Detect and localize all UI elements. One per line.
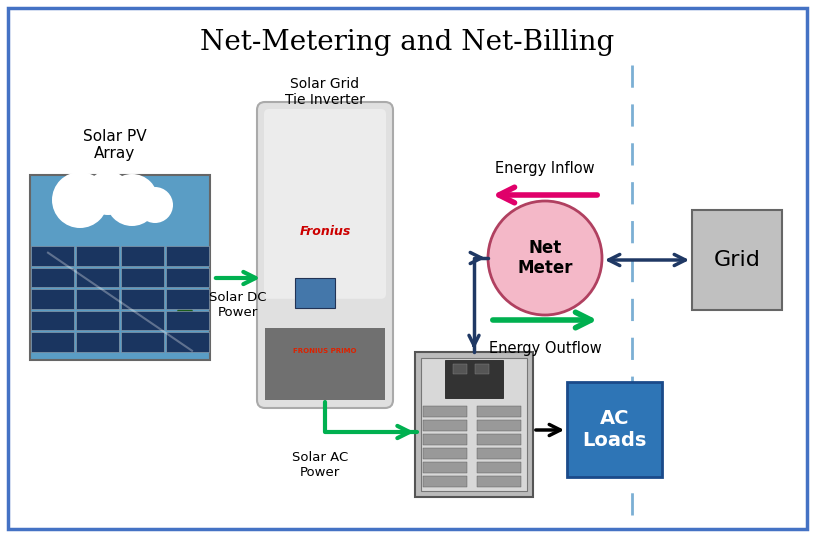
Bar — [121, 246, 164, 266]
Text: Fronius: Fronius — [299, 226, 350, 238]
Circle shape — [52, 172, 108, 228]
FancyBboxPatch shape — [264, 109, 386, 299]
Bar — [477, 420, 521, 431]
Bar — [30, 175, 210, 360]
Bar — [76, 311, 119, 330]
Bar — [31, 332, 74, 352]
Bar — [166, 332, 209, 352]
Polygon shape — [170, 290, 200, 330]
Bar — [166, 289, 209, 309]
Bar — [415, 352, 533, 497]
Bar — [76, 289, 119, 309]
Bar — [475, 364, 489, 374]
Bar — [295, 278, 335, 308]
Bar — [166, 246, 209, 266]
Text: Energy Outflow: Energy Outflow — [489, 340, 601, 355]
Text: AC
Loads: AC Loads — [582, 409, 646, 450]
Bar — [423, 420, 467, 431]
Bar — [423, 462, 467, 473]
Bar — [477, 448, 521, 459]
Bar — [453, 364, 467, 374]
Text: Net-Metering and Net-Billing: Net-Metering and Net-Billing — [200, 28, 615, 55]
Bar — [477, 476, 521, 487]
Text: FRONIUS PRIMO: FRONIUS PRIMO — [293, 347, 357, 354]
Circle shape — [488, 201, 602, 315]
Bar — [477, 406, 521, 417]
Bar — [31, 246, 74, 266]
Text: Solar Grid
Tie Inverter: Solar Grid Tie Inverter — [285, 77, 365, 107]
Text: Solar DC
Power: Solar DC Power — [209, 291, 267, 319]
Bar — [423, 406, 467, 417]
Bar — [423, 448, 467, 459]
Bar — [31, 268, 74, 287]
Bar — [121, 289, 164, 309]
Bar — [423, 434, 467, 445]
Text: Solar AC
Power: Solar AC Power — [292, 451, 348, 479]
Bar — [121, 268, 164, 287]
Bar — [265, 328, 385, 400]
Bar — [567, 382, 662, 477]
Bar — [692, 210, 782, 310]
Bar — [166, 311, 209, 330]
Text: Grid: Grid — [714, 250, 760, 270]
Bar — [31, 311, 74, 330]
Bar — [421, 358, 527, 491]
Bar — [76, 332, 119, 352]
Circle shape — [137, 187, 173, 223]
Circle shape — [106, 174, 158, 226]
Text: Energy Inflow: Energy Inflow — [496, 161, 595, 176]
Bar — [166, 268, 209, 287]
Bar — [445, 360, 503, 398]
Bar — [477, 434, 521, 445]
Bar — [423, 476, 467, 487]
Bar — [121, 332, 164, 352]
Bar — [477, 462, 521, 473]
Bar — [121, 311, 164, 330]
Circle shape — [86, 171, 130, 215]
Text: Solar PV
Array: Solar PV Array — [83, 129, 147, 161]
Text: Net
Meter: Net Meter — [518, 238, 573, 278]
Bar — [76, 268, 119, 287]
Bar — [31, 289, 74, 309]
FancyBboxPatch shape — [257, 102, 393, 408]
Bar — [76, 246, 119, 266]
